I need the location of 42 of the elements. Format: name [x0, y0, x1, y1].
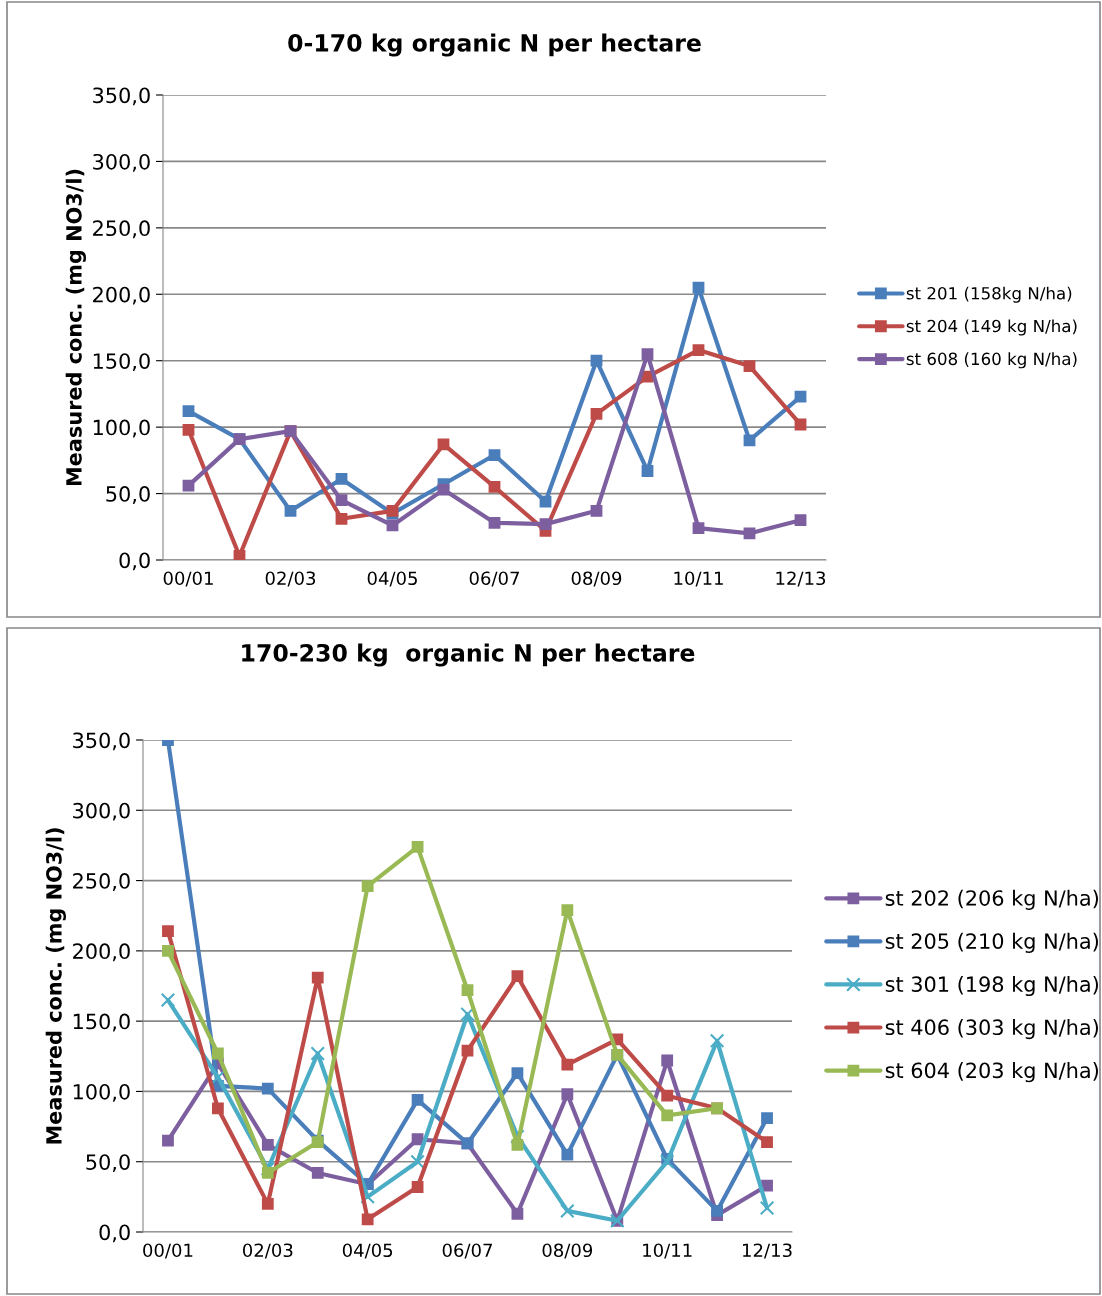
legend-label: st 604 (203 kg N/ha): [885, 1062, 1098, 1083]
legend-label: st 204 (149 kg N/ha): [906, 319, 1077, 336]
x-tick-label: 02/03: [265, 571, 316, 587]
y-tick-label: 100,0: [93, 419, 150, 438]
y-axis-title: Measured conc. (mg NO3/l): [65, 169, 86, 486]
x-tick-label: 08/09: [542, 1243, 593, 1259]
y-tick-label: 100,0: [73, 1083, 130, 1102]
x-tick-label: 00/01: [163, 571, 213, 587]
y-tick-label: 0,0: [99, 1224, 130, 1243]
x-tick-label: 02/03: [242, 1243, 293, 1259]
legend-label: st 301 (198 kg N/ha): [885, 975, 1098, 997]
x-tick-label: 04/05: [342, 1243, 393, 1259]
y-tick-label: 200,0: [93, 286, 150, 305]
chart-title: 170-230 kg organic N per hectare: [242, 643, 695, 667]
y-tick-label: 150,0: [93, 353, 150, 372]
legend-label: st 406 (303 kg N/ha): [885, 1019, 1098, 1040]
chart-title: 0-170 kg organic N per hectare: [288, 33, 701, 57]
x-tick-label: 12/13: [776, 571, 826, 587]
y-tick-label: 50,0: [86, 1154, 130, 1173]
x-tick-label: 10/11: [643, 1243, 692, 1259]
legend-label: st 205 (210 kg N/ha): [885, 932, 1098, 953]
x-tick-label: 08/09: [571, 571, 622, 587]
x-tick-label: 06/07: [442, 1243, 492, 1259]
x-tick-label: 00/01: [143, 1243, 193, 1259]
x-tick-label: 10/11: [674, 571, 723, 587]
x-tick-label: 06/07: [469, 571, 519, 587]
y-tick-label: 250,0: [93, 220, 150, 239]
legend-label: st 201 (158kg N/ha): [906, 286, 1072, 303]
x-tick-label: 12/13: [743, 1243, 792, 1259]
y-tick-label: 250,0: [73, 873, 130, 891]
y-tick-label: 150,0: [73, 1013, 130, 1032]
y-tick-label: 300,0: [73, 802, 130, 821]
y-tick-label: 50,0: [106, 486, 150, 504]
y-tick-label: 350,0: [73, 732, 130, 751]
y-tick-label: 300,0: [93, 153, 150, 172]
x-tick-label: 04/05: [367, 571, 417, 587]
y-tick-label: 200,0: [73, 943, 130, 962]
y-axis-title: Measured conc. (mg NO3/l): [45, 828, 66, 1144]
y-tick-label: 350,0: [93, 87, 150, 106]
legend-label: st 202 (206 kg N/ha): [885, 889, 1098, 910]
y-tick-label: 0,0: [119, 552, 150, 571]
legend-label: st 608 (160 kg N/ha): [906, 352, 1077, 369]
